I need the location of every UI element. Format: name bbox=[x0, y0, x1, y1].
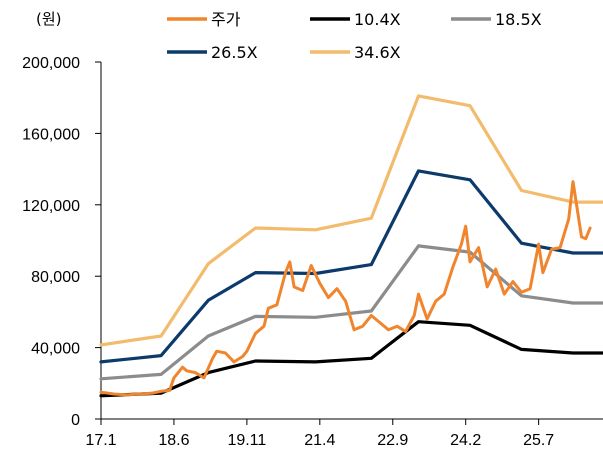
x-tick-label: 25.7 bbox=[523, 432, 554, 449]
series-line-26-5x bbox=[99, 169, 603, 364]
series-group bbox=[99, 94, 603, 398]
y-tick-label: 40,000 bbox=[31, 341, 80, 358]
y-axis-unit-label: (원) bbox=[36, 10, 62, 28]
x-axis: 17.1 18.6 19.11 21.4 22.9 24.2 25.7 bbox=[85, 418, 603, 449]
legend-label: 34.6X bbox=[354, 43, 401, 62]
legend-item: 34.6X bbox=[310, 43, 401, 62]
series-line-price bbox=[99, 180, 592, 397]
x-tick-label: 17.1 bbox=[85, 432, 116, 449]
y-tick-label: 120,000 bbox=[22, 198, 80, 215]
legend-label: 주가 bbox=[211, 10, 241, 29]
legend-item: 10.4X bbox=[310, 10, 401, 29]
legend-item: 주가 bbox=[167, 10, 241, 29]
y-tick-label: 200,000 bbox=[22, 55, 80, 72]
y-tick-label: 0 bbox=[71, 412, 80, 429]
x-tick-label: 19.11 bbox=[227, 432, 266, 449]
legend-item: 18.5X bbox=[451, 10, 542, 29]
legend-label: 10.4X bbox=[354, 10, 401, 29]
legend: 주가 10.4X 18.5X 26.5X 34.6X bbox=[167, 10, 542, 62]
y-tick-label: 80,000 bbox=[31, 269, 80, 286]
legend-label: 18.5X bbox=[495, 10, 542, 29]
x-tick-label: 18.6 bbox=[158, 432, 189, 449]
series-line-18-5x bbox=[99, 244, 603, 381]
y-tick-label: 160,000 bbox=[22, 126, 80, 143]
legend-label: 26.5X bbox=[211, 43, 258, 62]
series-line-34-6x bbox=[99, 94, 603, 347]
x-tick-label: 21.4 bbox=[304, 432, 335, 449]
legend-item: 26.5X bbox=[167, 43, 258, 62]
x-tick-label: 22.9 bbox=[377, 432, 408, 449]
x-tick-label: 24.2 bbox=[450, 432, 481, 449]
series-line-10-4x bbox=[99, 320, 603, 398]
y-axis: 0 40,000 80,000 120,000 160,000 200,000 bbox=[22, 55, 102, 429]
